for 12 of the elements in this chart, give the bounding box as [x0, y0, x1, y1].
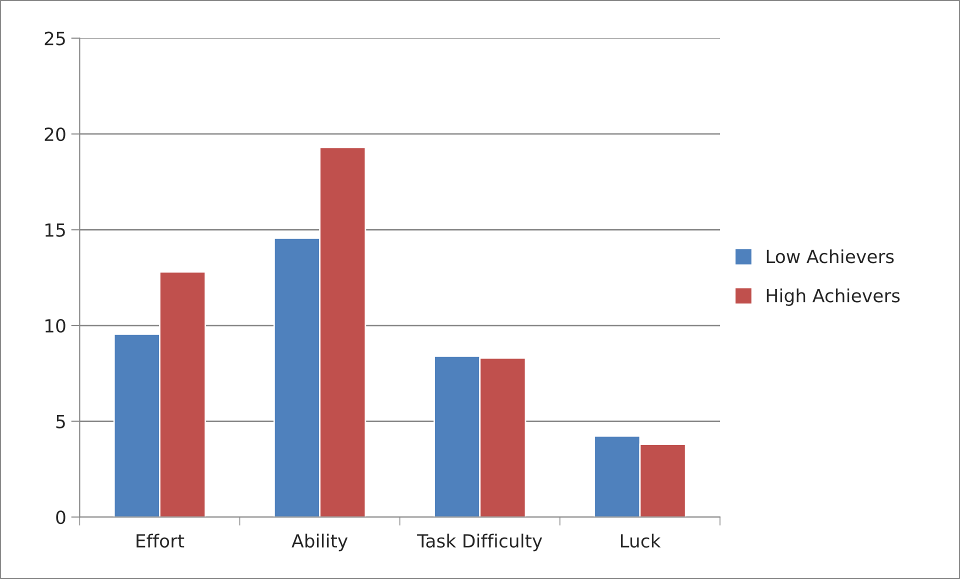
y-tick-label: 5: [56, 414, 65, 428]
y-tick-label: 25: [44, 32, 65, 46]
y-tick-label: 15: [45, 223, 65, 237]
x-tick-label: Ability: [292, 534, 348, 552]
legend-label: Low Achievers: [766, 249, 894, 264]
y-tick-label: 0: [56, 510, 66, 524]
y-tick-label: 10: [45, 318, 66, 333]
legend-label: High Achievers: [766, 288, 900, 306]
x-tick-label: Effort: [136, 534, 184, 548]
x-tick-label: Luck: [620, 534, 661, 548]
y-tick-label: 20: [44, 127, 66, 142]
x-tick-label: Task Difficulty: [417, 534, 542, 552]
